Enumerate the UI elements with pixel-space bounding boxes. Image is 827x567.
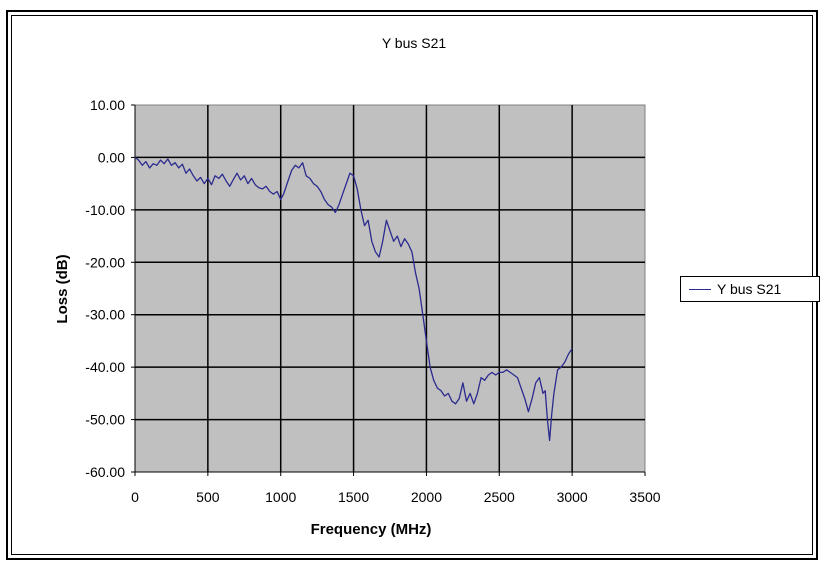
legend-label: Y bus S21 xyxy=(717,281,782,297)
x-tick-label: 1500 xyxy=(338,489,369,505)
chart-title: Y bus S21 xyxy=(382,35,447,51)
x-tick-label: 1000 xyxy=(265,489,296,505)
x-tick-label: 500 xyxy=(196,489,220,505)
x-tick-label: 2500 xyxy=(484,489,515,505)
y-tick-label: -40.00 xyxy=(85,359,125,375)
y-tick-label: 10.00 xyxy=(90,97,125,113)
y-tick-labels: 10.00 0.00 -10.00 -20.00 -30.00 -40.00 -50.00 -… xyxy=(85,97,135,480)
series-line-y-bus-s21 xyxy=(134,156,573,442)
x-tick-labels: 0 500 1000 1500 2000 2500 3000 3500 xyxy=(131,472,661,505)
y-tick-label: -20.00 xyxy=(85,254,125,270)
y-axis-label: Loss (dB) xyxy=(54,254,71,323)
plot-area xyxy=(134,104,646,473)
x-tick-label: 2000 xyxy=(411,489,442,505)
y-tick-label: 0.00 xyxy=(98,149,125,165)
x-tick-label: 3500 xyxy=(629,489,660,505)
legend-line-swatch xyxy=(689,289,711,290)
legend: Y bus S21 xyxy=(680,276,820,302)
y-tick-label: -10.00 xyxy=(85,202,125,218)
grid-lines xyxy=(134,105,645,473)
x-tick-label: 3000 xyxy=(557,489,588,505)
y-tick-label: -60.00 xyxy=(85,464,125,480)
y-tick-label: -50.00 xyxy=(85,412,125,428)
x-tick-label: 0 xyxy=(131,489,139,505)
y-tick-label: -30.00 xyxy=(85,307,125,323)
x-axis-label: Frequency (MHz) xyxy=(311,521,432,538)
